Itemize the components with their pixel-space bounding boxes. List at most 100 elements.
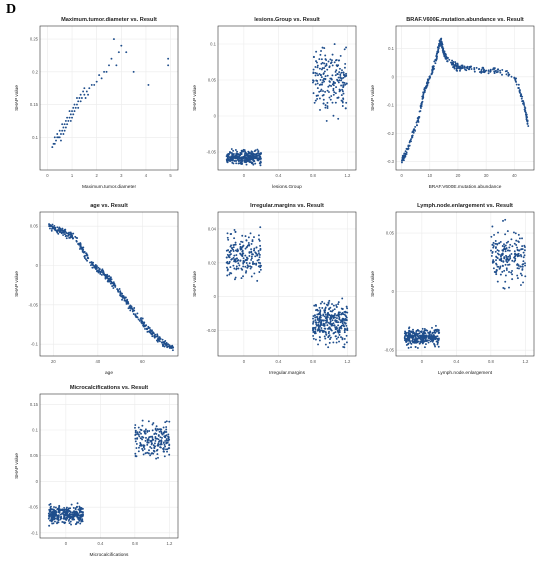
data-point (160, 432, 163, 435)
data-point (314, 99, 317, 102)
data-point (446, 60, 449, 63)
data-point (315, 60, 317, 63)
data-point (321, 46, 324, 49)
data-point (500, 258, 503, 261)
scatter-plot-braf-mutation-abundance: BRAF.V600E.mutation.abundance vs. Result… (362, 12, 540, 194)
scatter-plot-microcalcifications: Microcalcifications vs. Result 0 0.4 0.8 1.2… (6, 380, 184, 562)
data-point (328, 334, 331, 337)
data-point (312, 71, 315, 74)
data-point (494, 239, 497, 242)
data-point (316, 308, 319, 311)
data-point (152, 452, 155, 455)
data-point (140, 320, 143, 323)
data-point (335, 69, 338, 72)
data-point (148, 436, 151, 439)
data-point (76, 103, 78, 106)
y-tick-label: -0.05 (384, 348, 394, 353)
data-point (324, 343, 327, 346)
data-point (146, 328, 149, 331)
data-point (256, 253, 259, 256)
x-tick-label: 30 (484, 173, 489, 178)
data-point (411, 134, 414, 137)
data-point (499, 266, 502, 269)
data-point (340, 71, 343, 74)
data-point (342, 98, 345, 100)
data-point (432, 334, 435, 336)
data-point (507, 263, 509, 266)
data-point (425, 87, 428, 89)
data-point (316, 97, 319, 100)
data-point (133, 309, 136, 312)
data-point (51, 516, 53, 519)
data-point (501, 245, 504, 247)
data-point (238, 264, 241, 267)
data-point (111, 285, 114, 288)
data-point (312, 81, 314, 84)
data-point (496, 257, 499, 260)
data-point (252, 155, 254, 158)
data-point (54, 520, 56, 523)
data-point (150, 452, 153, 455)
data-point (242, 259, 245, 262)
data-point (318, 90, 321, 93)
data-point (425, 336, 428, 339)
data-point (408, 330, 411, 333)
data-point (325, 119, 328, 122)
data-point (251, 162, 254, 165)
data-point (473, 67, 476, 69)
data-point (70, 523, 73, 526)
data-point (337, 336, 340, 339)
data-point (428, 337, 431, 340)
data-point (497, 249, 500, 252)
chart-title: BRAF.V600E.mutation.abundance vs. Result (406, 17, 524, 23)
data-point (323, 335, 326, 338)
data-point (501, 68, 504, 71)
data-point (144, 327, 146, 330)
data-point (49, 519, 51, 522)
data-point (90, 264, 92, 267)
data-point (162, 441, 165, 444)
data-point (436, 337, 439, 340)
data-point (492, 267, 495, 270)
data-point (61, 229, 64, 232)
data-point (226, 232, 229, 235)
data-point (246, 245, 249, 248)
data-point (72, 106, 75, 109)
data-point (56, 522, 58, 525)
data-point (141, 449, 144, 452)
chart-title: Microcalcifications vs. Result (70, 385, 148, 391)
data-point (147, 327, 150, 330)
data-point (414, 339, 417, 342)
data-point (402, 158, 405, 160)
data-point (246, 154, 249, 157)
data-point (134, 433, 137, 436)
data-point (244, 259, 247, 261)
data-point (526, 122, 529, 125)
data-point (328, 326, 331, 329)
data-point (517, 83, 520, 86)
x-tick-label: 0 (243, 173, 246, 178)
data-point (152, 444, 155, 447)
data-point (103, 70, 106, 73)
data-point (340, 99, 343, 102)
data-point (225, 256, 228, 259)
data-point (226, 260, 229, 263)
data-point (315, 79, 318, 82)
data-point (448, 58, 451, 61)
data-point (325, 333, 327, 335)
data-point (506, 261, 509, 264)
data-point (60, 232, 63, 235)
y-tick-label: 0.1 (388, 46, 394, 51)
data-point (68, 516, 71, 519)
data-point (314, 66, 317, 68)
data-point (83, 93, 86, 96)
data-point (335, 317, 338, 320)
data-point (242, 262, 245, 265)
data-point (335, 58, 338, 61)
data-point (518, 267, 520, 270)
data-point (67, 119, 70, 122)
data-point (233, 237, 236, 240)
data-point (332, 93, 335, 96)
data-point (235, 162, 238, 165)
data-point (509, 243, 512, 246)
